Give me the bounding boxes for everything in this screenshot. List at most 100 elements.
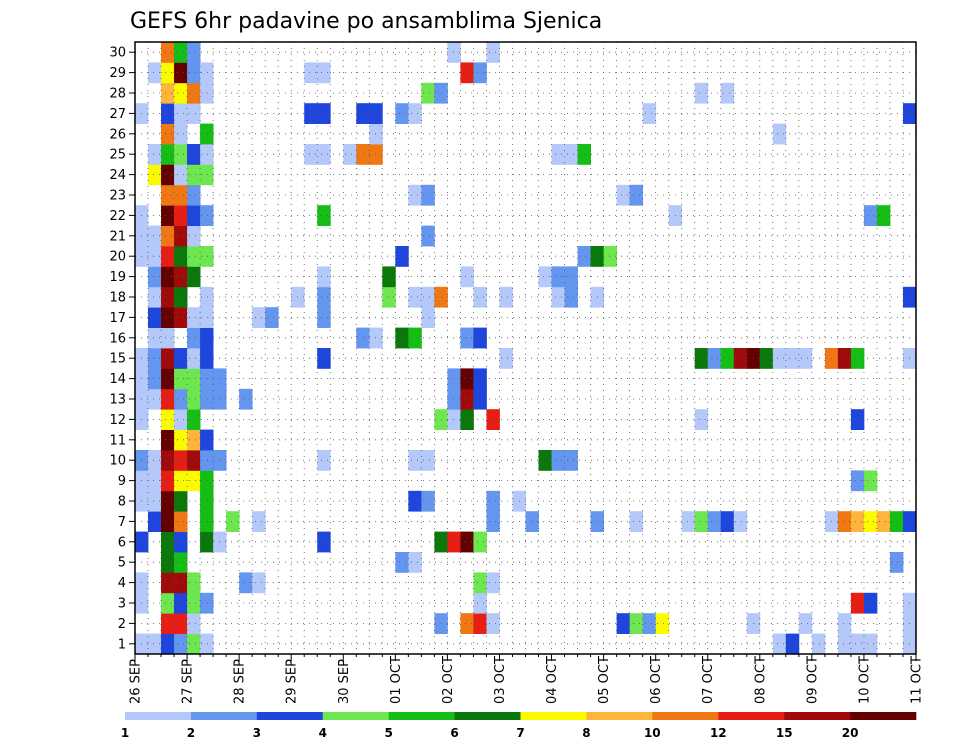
heatmap-cell xyxy=(850,511,865,532)
heatmap-cell xyxy=(187,470,201,492)
heatmap-cell xyxy=(681,511,696,532)
heatmap-cell xyxy=(200,490,214,512)
x-tick-label: 29 SEP xyxy=(285,659,300,704)
heatmap-cell xyxy=(486,511,500,532)
heatmap-cell xyxy=(629,511,644,532)
heatmap-cell xyxy=(148,470,162,492)
heatmap-cell xyxy=(174,103,188,124)
heatmap-cell xyxy=(421,286,435,308)
heatmap-cell xyxy=(564,450,578,471)
heatmap-cell xyxy=(187,613,201,634)
heatmap-cell xyxy=(174,511,188,532)
heatmap-cell xyxy=(200,450,214,471)
heatmap-cell xyxy=(187,348,201,369)
x-tick-label: 04 OCT xyxy=(545,656,560,704)
heatmap-cell xyxy=(200,388,214,410)
heatmap-cell xyxy=(343,144,357,165)
heatmap-cell xyxy=(395,246,409,267)
y-tick-label: 19 xyxy=(109,270,126,285)
heatmap-cell xyxy=(577,246,591,267)
heatmap-cell xyxy=(148,327,162,349)
colorbar-label: 10 xyxy=(644,726,661,740)
heatmap-cell xyxy=(174,470,188,492)
heatmap-cell xyxy=(551,450,565,471)
y-tick-label: 1 xyxy=(118,637,126,652)
x-tick-label: 02 OCT xyxy=(441,656,456,704)
heatmap-cell xyxy=(174,450,188,471)
heatmap-cell xyxy=(252,572,266,594)
heatmap-cell xyxy=(161,286,175,308)
heatmap-cell xyxy=(161,470,175,492)
heatmap-cell xyxy=(252,307,266,328)
heatmap-cell xyxy=(447,368,461,390)
heatmap-cell xyxy=(148,368,162,390)
heatmap-cell xyxy=(317,144,331,165)
heatmap-cell xyxy=(369,123,383,145)
y-tick-label: 23 xyxy=(109,189,126,204)
heatmap-cell xyxy=(733,348,748,369)
heatmap-cell xyxy=(473,368,487,390)
heatmap-cell xyxy=(174,225,188,247)
heatmap-cell xyxy=(642,613,657,634)
heatmap-cell xyxy=(473,572,487,594)
colorbar: 1 2 3 4 5 6 7 8 10 12 15 20 xyxy=(121,712,917,740)
heatmap-cell xyxy=(317,205,331,226)
heatmap-cell xyxy=(148,62,162,84)
heatmap-cell xyxy=(187,62,201,84)
colorbar-swatch xyxy=(652,712,719,720)
colorbar-label: 20 xyxy=(842,726,859,740)
heatmap-cell xyxy=(460,368,474,390)
colorbar-swatch xyxy=(586,712,653,720)
heatmap-cell xyxy=(577,144,591,165)
heatmap-cell xyxy=(148,307,162,328)
y-tick-label: 6 xyxy=(118,535,126,550)
heatmap-cell xyxy=(538,266,552,288)
heatmap-cell xyxy=(408,490,422,512)
heatmap-cell xyxy=(304,103,318,124)
heatmap-cell xyxy=(304,144,318,165)
heatmap-cell xyxy=(395,327,409,349)
heatmap-cell xyxy=(161,450,175,471)
colorbar-label: 7 xyxy=(516,726,524,740)
heatmap-cell xyxy=(148,164,162,186)
heatmap-cell xyxy=(187,205,201,226)
heatmap-cell xyxy=(850,348,865,369)
x-tick-label: 27 SEP xyxy=(181,659,196,704)
gridlines xyxy=(135,42,916,654)
y-tick-label: 14 xyxy=(109,372,126,387)
x-tick-label: 03 OCT xyxy=(493,656,508,704)
y-tick-label: 24 xyxy=(109,168,126,183)
heatmap-cell xyxy=(174,266,188,288)
heatmap-cell xyxy=(174,490,188,512)
heatmap-cell xyxy=(148,144,162,165)
heatmap-cell xyxy=(538,450,552,471)
heatmap-cell xyxy=(473,62,487,84)
heatmap-cell xyxy=(473,613,487,634)
heatmap-cell xyxy=(174,164,188,186)
heatmap-cell xyxy=(408,184,422,206)
heatmap-cell xyxy=(486,490,500,512)
heatmap-cell xyxy=(161,409,175,430)
y-tick-label: 13 xyxy=(109,393,126,408)
heatmap-cell xyxy=(317,266,331,288)
heatmap-cell xyxy=(187,327,201,349)
y-tick-label: 22 xyxy=(109,209,126,224)
heatmap-cell xyxy=(408,103,422,124)
heatmap-cell xyxy=(551,144,565,165)
heatmap-cell xyxy=(161,633,175,655)
colorbar-swatch xyxy=(190,712,258,720)
y-tick-label: 8 xyxy=(118,495,126,510)
heatmap-cell xyxy=(161,266,175,288)
colorbar-swatch xyxy=(256,712,324,720)
heatmap-cell xyxy=(421,490,435,512)
heatmap-cell xyxy=(174,592,188,614)
y-tick-label: 15 xyxy=(109,352,126,367)
heatmap-cell xyxy=(187,633,201,655)
heatmap-cell xyxy=(616,184,631,206)
heatmap-cell xyxy=(356,144,370,165)
heatmap-cell xyxy=(863,633,878,655)
heatmap-cell xyxy=(850,633,865,655)
heatmap-cell xyxy=(200,327,214,349)
heatmap-cell xyxy=(720,348,735,369)
